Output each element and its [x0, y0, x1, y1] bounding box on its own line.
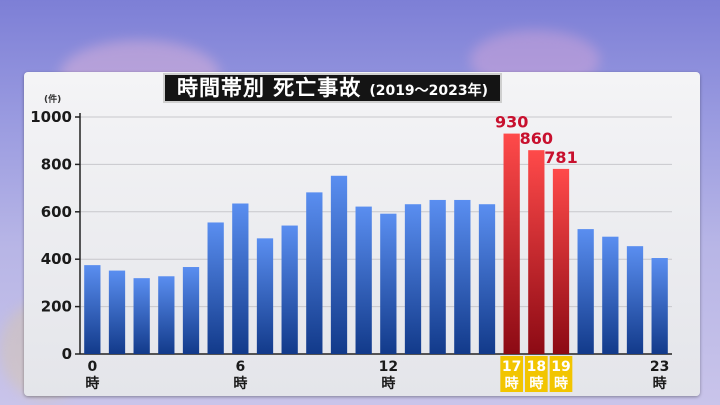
- bar: [355, 206, 372, 354]
- bar-highlight: [528, 150, 545, 354]
- bar: [306, 192, 323, 354]
- bar: [108, 270, 126, 354]
- x-tick-label: 17: [502, 359, 521, 375]
- data-label: 860: [520, 129, 553, 148]
- bar: [404, 204, 422, 354]
- bar: [256, 238, 274, 354]
- bar: [207, 222, 224, 354]
- y-tick-label: 1000: [30, 108, 72, 126]
- bar: [478, 204, 496, 354]
- bar: [330, 175, 348, 354]
- x-tick-highlight-bg: [549, 356, 573, 392]
- data-label: 930: [495, 113, 528, 132]
- bar: [429, 199, 446, 354]
- chart-title: 時間帯別 死亡事故: [177, 76, 362, 100]
- y-tick-label: 0: [62, 345, 72, 363]
- bar: [84, 265, 101, 354]
- x-tick-label: 23: [650, 359, 669, 375]
- bar: [281, 225, 298, 354]
- x-tick-highlight-bg: [500, 356, 523, 392]
- bar: [602, 236, 619, 354]
- bar: [577, 229, 594, 354]
- x-tick-suffix: 時: [653, 375, 667, 392]
- x-tick-suffix: 時: [554, 375, 568, 392]
- y-tick-label: 800: [41, 155, 72, 173]
- bar: [454, 199, 471, 354]
- data-label: 781: [544, 148, 577, 167]
- x-tick-highlight-bg: [525, 356, 548, 392]
- x-tick-label: 6: [235, 359, 245, 375]
- x-tick-label: 12: [379, 359, 398, 375]
- x-tick-suffix: 時: [505, 375, 519, 392]
- y-unit-label: (件): [44, 93, 61, 105]
- bar: [158, 276, 175, 354]
- chart-subtitle: (2019～2023年): [369, 83, 489, 99]
- y-tick-label: 600: [41, 203, 72, 221]
- x-tick-suffix: 時: [529, 375, 543, 392]
- bar-highlight: [503, 133, 520, 354]
- x-tick-label: 0: [87, 359, 97, 375]
- bar: [651, 258, 668, 354]
- bar: [626, 246, 644, 354]
- x-tick-label: 19: [551, 359, 570, 375]
- y-tick-label: 400: [41, 250, 72, 268]
- x-tick-label: 18: [527, 359, 546, 375]
- bar: [232, 203, 249, 354]
- x-tick-suffix: 時: [85, 375, 99, 392]
- y-tick-label: 200: [41, 298, 72, 316]
- x-tick-suffix: 時: [233, 375, 247, 392]
- chart-title-box: 時間帯別 死亡事故 (2019～2023年): [163, 73, 503, 103]
- bar: [182, 267, 200, 354]
- bar: [133, 278, 150, 354]
- bar-highlight: [552, 168, 570, 354]
- x-tick-suffix: 時: [381, 375, 395, 392]
- bar: [380, 213, 397, 354]
